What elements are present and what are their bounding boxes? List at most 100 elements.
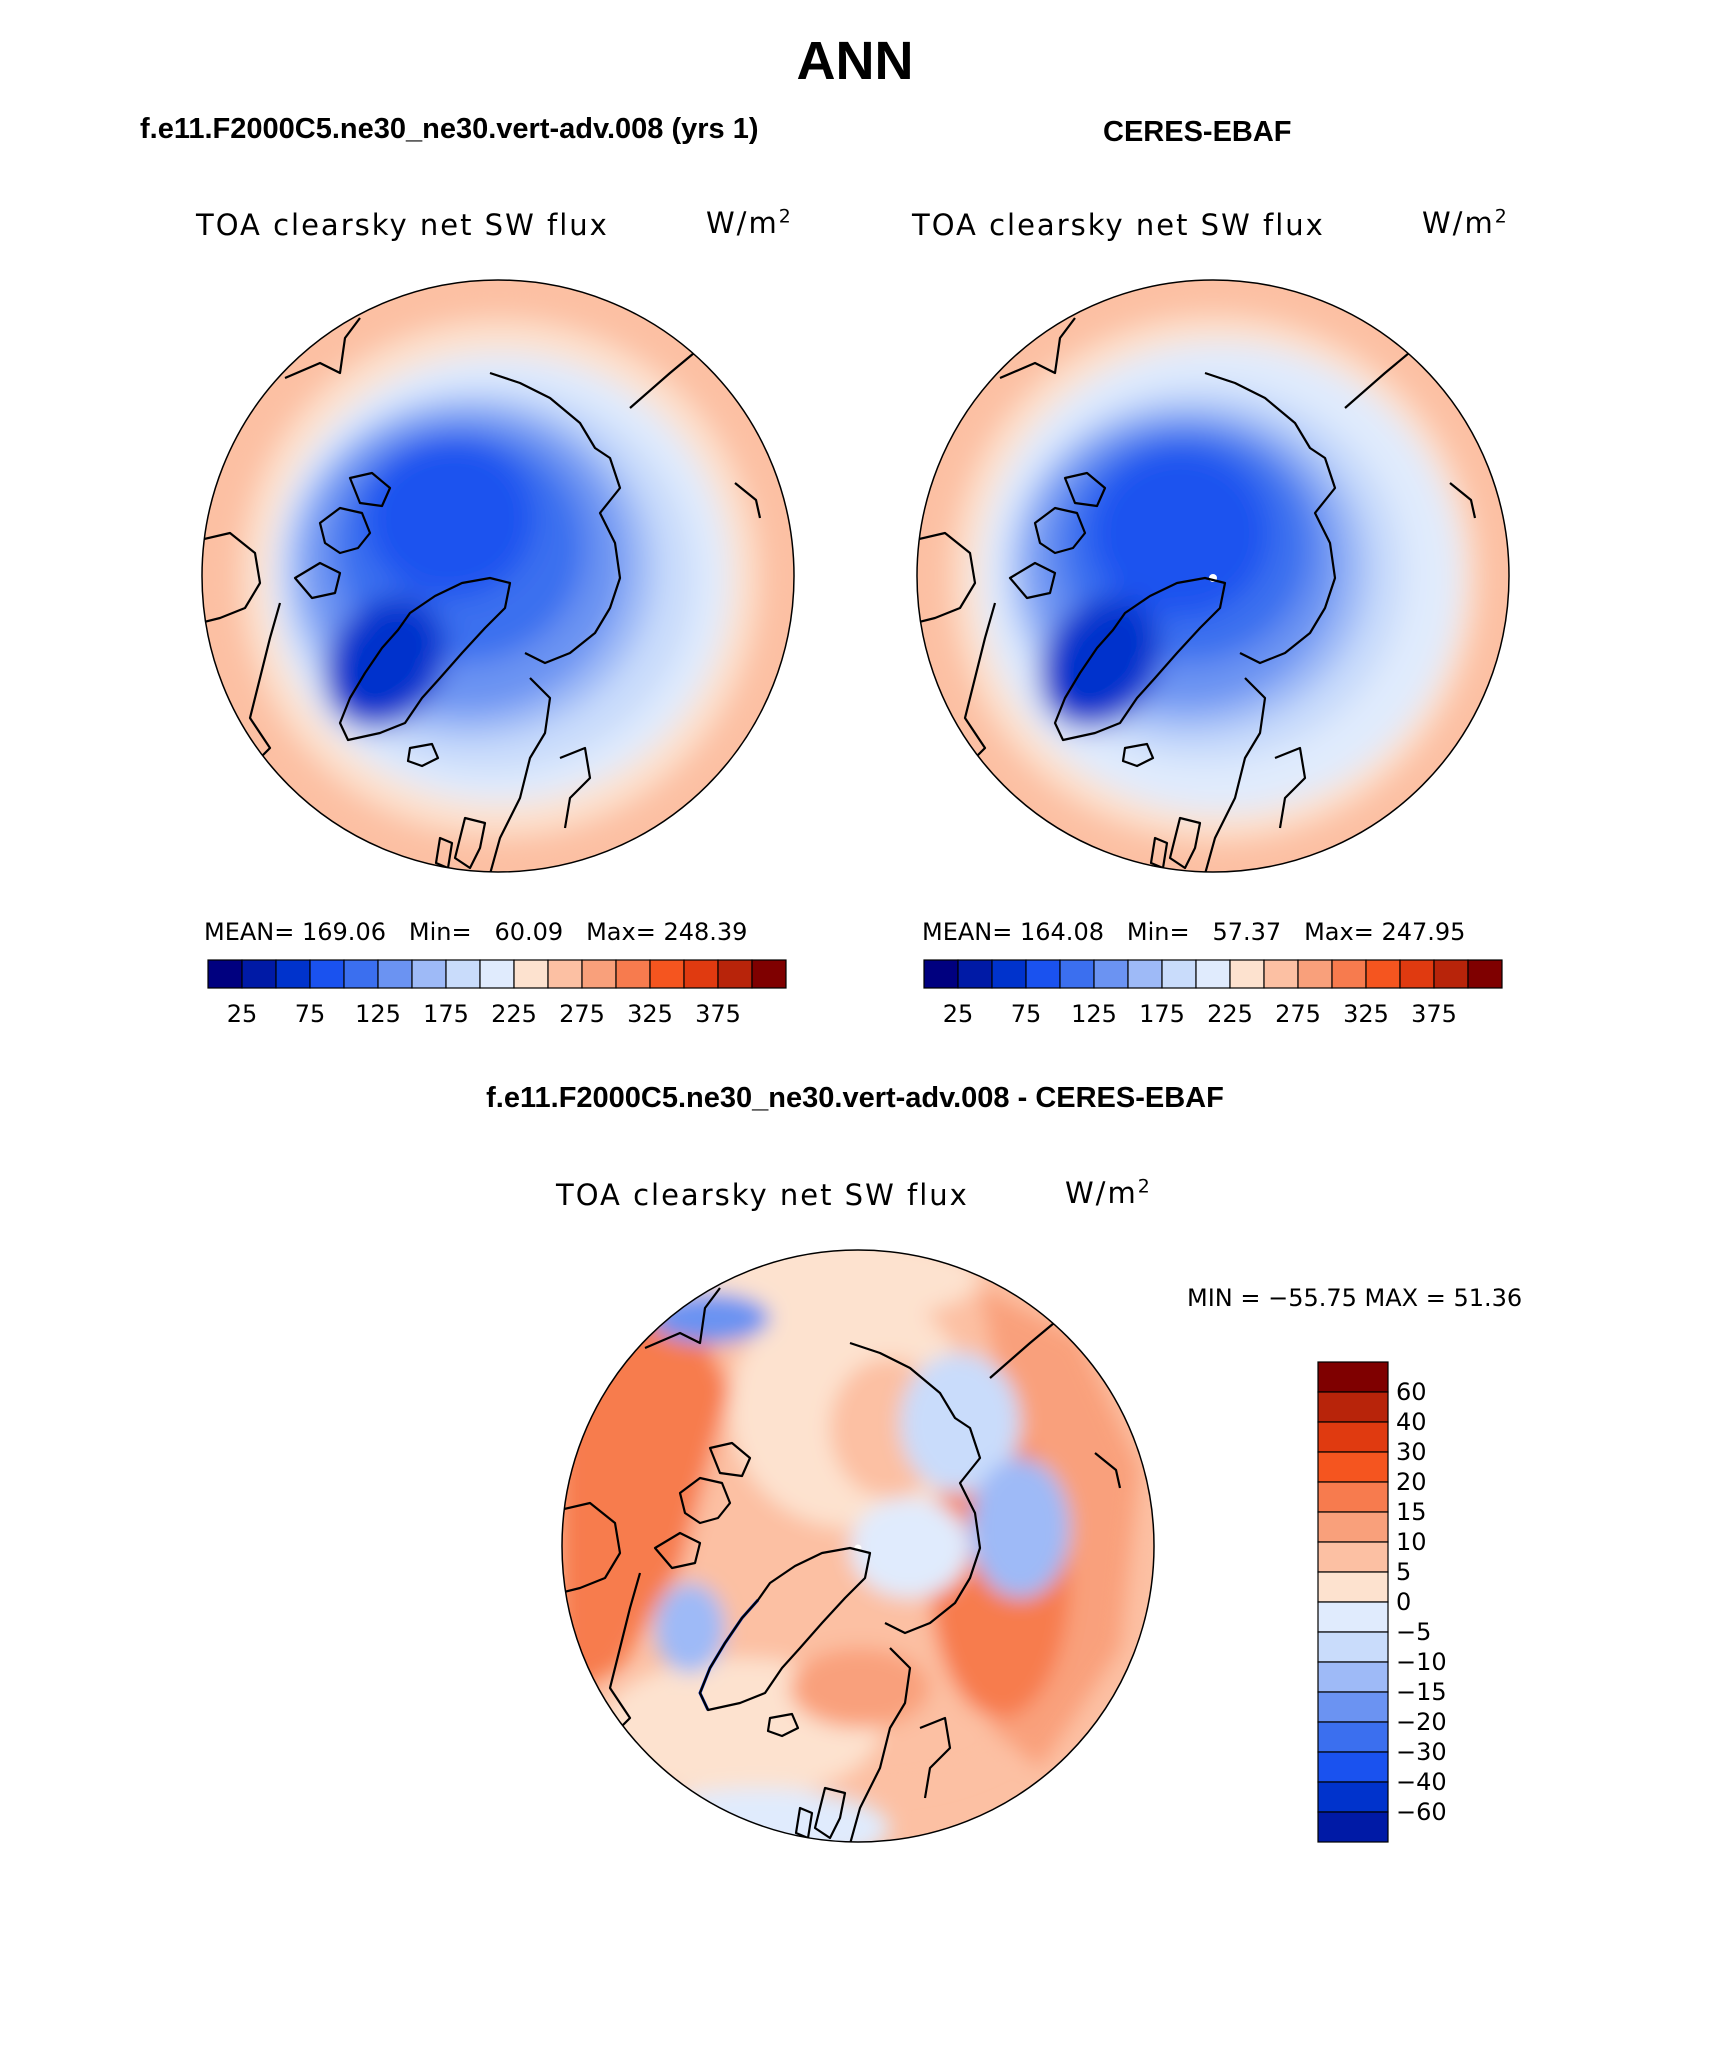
colorbar-box bbox=[751, 959, 787, 989]
obs-variable-label: TOA clearsky net SW flux bbox=[912, 208, 1325, 242]
colorbar-box bbox=[649, 959, 685, 989]
obs-colorbar bbox=[923, 959, 1503, 989]
obs-units-label: W/m2 bbox=[1422, 206, 1509, 240]
colorbar-tick-label: 325 bbox=[627, 1000, 673, 1028]
colorbar-box bbox=[1161, 959, 1197, 989]
colorbar-box bbox=[1317, 1361, 1389, 1393]
colorbar-tick-label: 0 bbox=[1396, 1588, 1412, 1616]
diff-minmax: MIN = −55.75 MAX = 51.36 bbox=[1187, 1284, 1523, 1312]
colorbar-tick-label: 75 bbox=[1010, 1000, 1042, 1028]
colorbar-box bbox=[1093, 959, 1129, 989]
model-panel-title: f.e11.F2000C5.ne30_ne30.vert-adv.008 (yr… bbox=[140, 113, 759, 145]
colorbar-tick-label: 225 bbox=[1207, 1000, 1253, 1028]
colorbar-tick-label: 25 bbox=[226, 1000, 258, 1028]
colorbar-box bbox=[1317, 1391, 1389, 1423]
colorbar-tick-label: 60 bbox=[1396, 1378, 1427, 1406]
obs-panel-title: CERES-EBAF bbox=[1103, 116, 1292, 148]
colorbar-box bbox=[1317, 1631, 1389, 1663]
colorbar-tick-label: 325 bbox=[1343, 1000, 1389, 1028]
colorbar-box bbox=[1467, 959, 1503, 989]
colorbar-box bbox=[1317, 1721, 1389, 1753]
diff-variable-label: TOA clearsky net SW flux bbox=[556, 1178, 969, 1212]
colorbar-box bbox=[411, 959, 447, 989]
colorbar-box bbox=[957, 959, 993, 989]
colorbar-tick-label: −20 bbox=[1396, 1708, 1447, 1736]
colorbar-box bbox=[479, 959, 515, 989]
colorbar-box bbox=[547, 959, 583, 989]
colorbar-tick-label: 125 bbox=[355, 1000, 401, 1028]
colorbar-box bbox=[1317, 1541, 1389, 1573]
main-title: ANN bbox=[796, 31, 914, 91]
colorbar-tick-label: 15 bbox=[1396, 1498, 1427, 1526]
colorbar-box bbox=[1317, 1481, 1389, 1513]
colorbar-tick-label: 75 bbox=[294, 1000, 326, 1028]
colorbar-tick-label: 375 bbox=[695, 1000, 741, 1028]
colorbar-box bbox=[683, 959, 719, 989]
diff-polar-map bbox=[561, 1249, 1155, 1843]
colorbar-tick-label: 375 bbox=[1411, 1000, 1457, 1028]
colorbar-tick-label: −15 bbox=[1396, 1678, 1447, 1706]
colorbar-box bbox=[581, 959, 617, 989]
colorbar-tick-label: 5 bbox=[1396, 1558, 1412, 1586]
colorbar-box bbox=[1317, 1811, 1389, 1843]
model-polar-map bbox=[201, 279, 795, 873]
colorbar-box bbox=[1025, 959, 1061, 989]
colorbar-box bbox=[1317, 1691, 1389, 1723]
obs-polar-map bbox=[916, 279, 1510, 873]
diff-units-label: W/m2 bbox=[1065, 1176, 1152, 1210]
diff-colorbar bbox=[1317, 1361, 1389, 1843]
colorbar-box bbox=[343, 959, 379, 989]
colorbar-box bbox=[615, 959, 651, 989]
colorbar-tick-label: 40 bbox=[1396, 1408, 1427, 1436]
colorbar-tick-label: 25 bbox=[942, 1000, 974, 1028]
colorbar-tick-label: 225 bbox=[491, 1000, 537, 1028]
colorbar-tick-label: 175 bbox=[1139, 1000, 1185, 1028]
colorbar-tick-label: −30 bbox=[1396, 1738, 1447, 1766]
colorbar-box bbox=[717, 959, 753, 989]
colorbar-box bbox=[445, 959, 481, 989]
colorbar-box bbox=[991, 959, 1027, 989]
model-units-label: W/m2 bbox=[706, 206, 793, 240]
colorbar-tick-label: −40 bbox=[1396, 1768, 1447, 1796]
colorbar-box bbox=[513, 959, 549, 989]
colorbar-box bbox=[1317, 1601, 1389, 1633]
colorbar-tick-label: 10 bbox=[1396, 1528, 1427, 1556]
colorbar-tick-label: 275 bbox=[1275, 1000, 1321, 1028]
colorbar-box bbox=[1317, 1661, 1389, 1693]
colorbar-box bbox=[309, 959, 345, 989]
colorbar-box bbox=[923, 959, 959, 989]
colorbar-tick-label: 20 bbox=[1396, 1468, 1427, 1496]
colorbar-box bbox=[1317, 1451, 1389, 1483]
model-stats: MEAN= 169.06 Min= 60.09 Max= 248.39 bbox=[204, 918, 748, 946]
colorbar-box bbox=[275, 959, 311, 989]
colorbar-box bbox=[1317, 1511, 1389, 1543]
colorbar-box bbox=[1433, 959, 1469, 989]
colorbar-box bbox=[1059, 959, 1095, 989]
colorbar-box bbox=[1127, 959, 1163, 989]
colorbar-tick-label: 125 bbox=[1071, 1000, 1117, 1028]
colorbar-box bbox=[1317, 1781, 1389, 1813]
colorbar-box bbox=[1229, 959, 1265, 989]
colorbar-box bbox=[207, 959, 243, 989]
colorbar-box bbox=[1195, 959, 1231, 989]
colorbar-box bbox=[1399, 959, 1435, 989]
colorbar-box bbox=[241, 959, 277, 989]
model-colorbar bbox=[207, 959, 787, 989]
colorbar-box bbox=[1331, 959, 1367, 989]
colorbar-tick-label: 275 bbox=[559, 1000, 605, 1028]
model-variable-label: TOA clearsky net SW flux bbox=[196, 208, 609, 242]
colorbar-tick-label: −10 bbox=[1396, 1648, 1447, 1676]
colorbar-tick-label: −60 bbox=[1396, 1798, 1447, 1826]
colorbar-box bbox=[1297, 959, 1333, 989]
colorbar-tick-label: 175 bbox=[423, 1000, 469, 1028]
colorbar-box bbox=[377, 959, 413, 989]
diff-panel-title: f.e11.F2000C5.ne30_ne30.vert-adv.008 - C… bbox=[486, 1082, 1224, 1114]
obs-stats: MEAN= 164.08 Min= 57.37 Max= 247.95 bbox=[922, 918, 1466, 946]
colorbar-box bbox=[1263, 959, 1299, 989]
colorbar-box bbox=[1317, 1751, 1389, 1783]
colorbar-box bbox=[1317, 1421, 1389, 1453]
colorbar-box bbox=[1365, 959, 1401, 989]
colorbar-tick-label: −5 bbox=[1396, 1618, 1432, 1646]
colorbar-box bbox=[1317, 1571, 1389, 1603]
colorbar-tick-label: 30 bbox=[1396, 1438, 1427, 1466]
